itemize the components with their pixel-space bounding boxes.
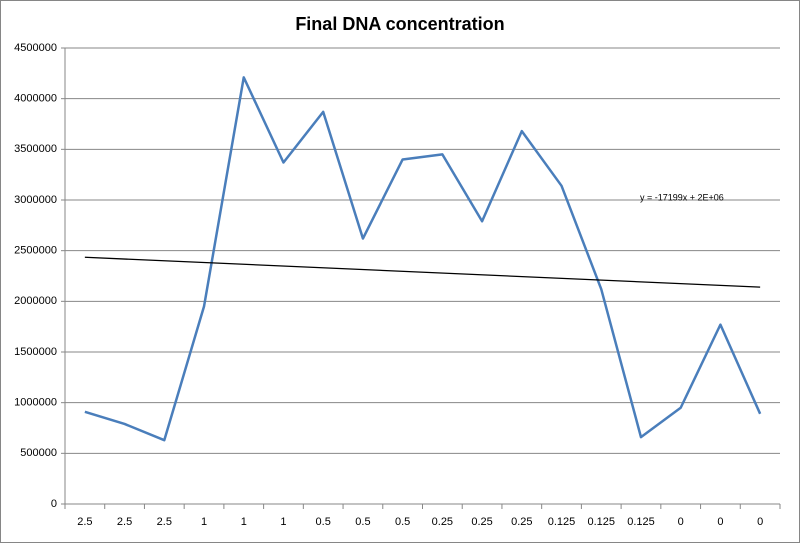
- trendline-equation: y = -17199x + 2E+06: [640, 192, 724, 202]
- x-tick-label: 2.5: [77, 516, 92, 528]
- y-tick-label: 2500000: [14, 245, 57, 257]
- y-tick-label: 1500000: [14, 346, 57, 358]
- y-tick-label: 2000000: [14, 295, 57, 307]
- x-tick-label: 1: [280, 516, 286, 528]
- y-tick-label: 3000000: [14, 194, 57, 206]
- x-tick-label: 0.25: [432, 516, 453, 528]
- x-tick-label: 0.5: [395, 516, 410, 528]
- x-tick-label: 0.25: [511, 516, 532, 528]
- x-tick-label: 0.25: [471, 516, 492, 528]
- x-tick-label: 2.5: [117, 516, 132, 528]
- y-tick-label: 4500000: [14, 42, 57, 54]
- data-line: [84, 76, 762, 442]
- y-tick-label: 500000: [20, 447, 57, 459]
- y-tick-label: 0: [51, 498, 57, 510]
- x-tick-label: 0.5: [316, 516, 331, 528]
- y-tick-label: 3500000: [14, 143, 57, 155]
- x-tick-label: 0: [757, 516, 763, 528]
- x-tick-label: 0: [717, 516, 723, 528]
- x-tick-label: 1: [201, 516, 207, 528]
- x-tick-label: 1: [241, 516, 247, 528]
- x-tick-label: 0: [678, 516, 684, 528]
- chart-title: Final DNA concentration: [295, 14, 504, 34]
- x-tick-label: 2.5: [157, 516, 172, 528]
- x-tick-label: 0.5: [355, 516, 370, 528]
- x-tick-label: 0.125: [627, 516, 655, 528]
- x-tick-label: 0.125: [587, 516, 615, 528]
- trendline: [84, 256, 761, 288]
- y-tick-label: 1000000: [14, 397, 57, 409]
- x-tick-label: 0.125: [548, 516, 576, 528]
- y-tick-label: 4000000: [14, 93, 57, 105]
